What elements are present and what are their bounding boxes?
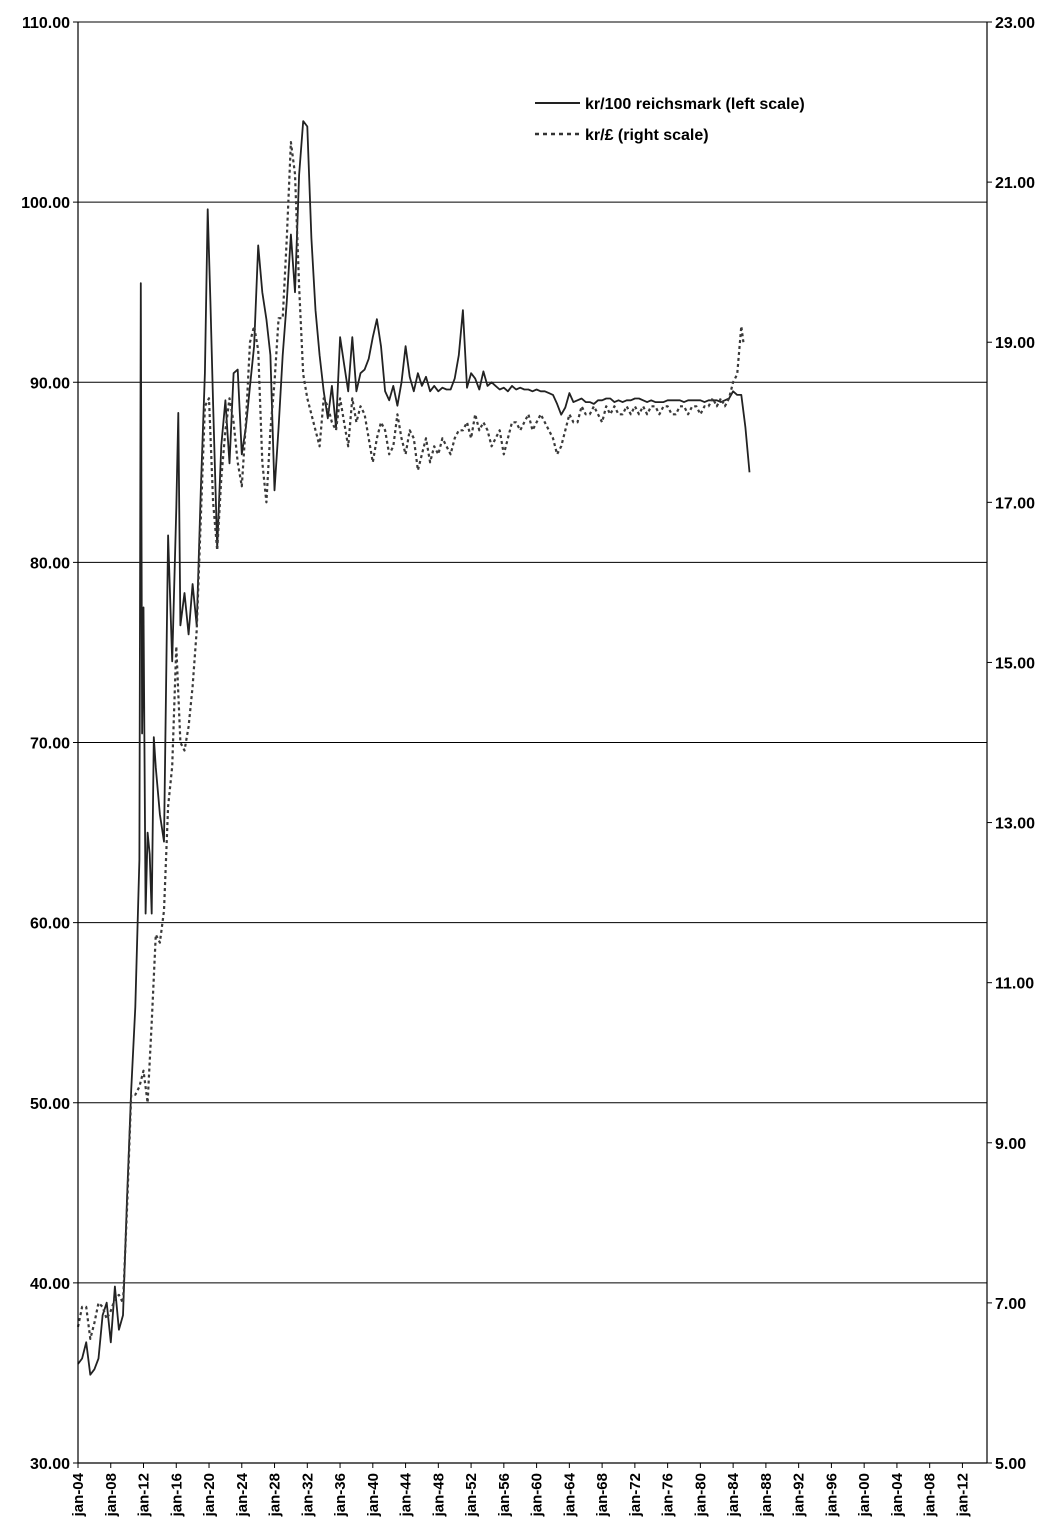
x-tick-label: jan-64	[561, 1472, 578, 1517]
right-tick-label: 19.00	[995, 335, 1035, 352]
left-tick-label: 70.00	[30, 736, 70, 753]
x-tick-label: jan-92	[791, 1473, 808, 1517]
x-tick-label: jan-52	[463, 1473, 480, 1517]
x-tick-label: jan-08	[103, 1473, 120, 1517]
x-tick-label: jan-40	[365, 1473, 382, 1517]
right-tick-label: 15.00	[995, 655, 1035, 672]
right-tick-label: 21.00	[995, 175, 1035, 192]
right-tick-label: 9.00	[995, 1136, 1026, 1153]
x-tick-label: jan-04	[889, 1472, 906, 1517]
left-tick-label: 80.00	[30, 555, 70, 572]
x-axis-ticks: jan-04 jan-08 jan-12 jan-16 jan-20 jan-24 jan-…	[70, 1463, 971, 1517]
x-tick-label: jan-76	[660, 1473, 677, 1517]
right-tick-label: 17.00	[995, 495, 1035, 512]
x-tick-label: jan-96	[823, 1473, 840, 1517]
series-line-kr-reichsmark	[77, 120, 751, 1376]
x-tick-label: jan-20	[201, 1473, 218, 1517]
x-tick-label: jan-36	[332, 1473, 349, 1517]
series-line-kr-pound	[76, 141, 745, 1340]
left-tick-label: 90.00	[30, 375, 70, 392]
right-axis-ticks: 5.00 7.00 9.00 11.00 13.00 15.00 17.00 19.00 21.…	[987, 15, 1035, 1473]
x-tick-label: jan-56	[496, 1473, 513, 1517]
x-tick-label: jan-32	[299, 1473, 316, 1517]
x-tick-label: jan-04	[70, 1472, 87, 1517]
legend-label-reichsmark: kr/100 reichsmark (left scale)	[585, 96, 805, 113]
x-tick-label: jan-68	[594, 1473, 611, 1517]
series-layer	[76, 120, 751, 1376]
left-tick-label: 40.00	[30, 1276, 70, 1293]
right-tick-label: 5.00	[995, 1456, 1026, 1473]
x-tick-label: jan-44	[398, 1472, 415, 1517]
legend-label-pound: kr/£ (right scale)	[585, 127, 709, 144]
right-tick-label: 23.00	[995, 15, 1035, 32]
x-tick-label: jan-72	[627, 1473, 644, 1517]
x-tick-label: jan-12	[136, 1473, 153, 1517]
left-tick-label: 110.00	[22, 15, 70, 32]
x-tick-label: jan-60	[529, 1473, 546, 1517]
gridlines	[78, 21, 987, 1284]
x-tick-label: jan-28	[267, 1473, 284, 1517]
x-tick-label: jan-12	[954, 1473, 971, 1517]
x-tick-label: jan-48	[430, 1473, 447, 1517]
right-tick-label: 13.00	[995, 816, 1035, 833]
right-tick-label: 7.00	[995, 1296, 1026, 1313]
x-tick-label: jan-84	[725, 1472, 742, 1517]
x-tick-label: jan-08	[922, 1473, 939, 1517]
x-tick-label: jan-16	[168, 1473, 185, 1517]
left-tick-label: 60.00	[30, 916, 70, 933]
left-tick-label: 100.00	[21, 195, 70, 212]
x-tick-label: jan-88	[758, 1473, 775, 1517]
left-tick-label: 50.00	[30, 1096, 70, 1113]
legend: kr/100 reichsmark (left scale) kr/£ (rig…	[535, 96, 805, 144]
left-tick-label: 30.00	[30, 1456, 70, 1473]
x-tick-label: jan-80	[692, 1473, 709, 1517]
right-tick-label: 11.00	[995, 976, 1034, 993]
left-axis-ticks: 30.00 40.00 50.00 60.00 70.00 80.00 90.00 100.0…	[21, 15, 78, 1473]
x-tick-label: jan-24	[234, 1472, 251, 1517]
x-tick-label: jan-00	[856, 1473, 873, 1517]
